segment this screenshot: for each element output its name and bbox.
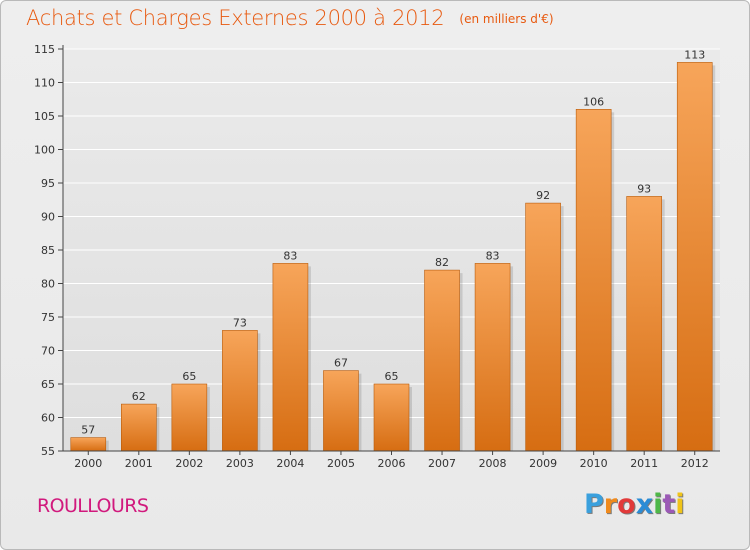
y-tick-label: 95 bbox=[41, 177, 55, 190]
logo-letter: r bbox=[603, 489, 618, 520]
x-tick-label: 2012 bbox=[681, 457, 709, 470]
x-tick-label: 2004 bbox=[276, 457, 304, 470]
logo-letter: i bbox=[675, 489, 685, 520]
x-tick-label: 2001 bbox=[125, 457, 153, 470]
bar bbox=[121, 403, 157, 452]
bar bbox=[626, 196, 662, 452]
y-tick-label: 80 bbox=[41, 278, 55, 291]
bar bbox=[676, 62, 713, 452]
data-label: 83 bbox=[486, 249, 500, 262]
data-label: 93 bbox=[637, 182, 651, 195]
bar bbox=[171, 383, 208, 452]
logo-letter: x bbox=[635, 489, 654, 520]
x-tick-label: 2002 bbox=[175, 457, 203, 470]
data-label: 92 bbox=[536, 189, 550, 202]
y-tick-label: 90 bbox=[41, 211, 55, 224]
data-label: 62 bbox=[132, 390, 146, 403]
x-tick-label: 2007 bbox=[428, 457, 456, 470]
y-tick-label: 70 bbox=[41, 345, 55, 358]
x-tick-label: 2008 bbox=[479, 457, 507, 470]
x-tick-label: 2005 bbox=[327, 457, 355, 470]
x-tick-label: 2009 bbox=[529, 457, 557, 470]
y-tick-label: 85 bbox=[41, 244, 55, 257]
data-label: 113 bbox=[684, 48, 705, 61]
x-tick-label: 2010 bbox=[580, 457, 608, 470]
proxiti-logo[interactable]: Proxiti bbox=[584, 489, 685, 520]
data-label: 73 bbox=[233, 316, 247, 329]
data-label: 83 bbox=[283, 249, 297, 262]
data-label: 106 bbox=[583, 95, 604, 108]
y-tick-label: 75 bbox=[41, 311, 55, 324]
logo-letter: o bbox=[617, 489, 636, 520]
data-label: 82 bbox=[435, 256, 449, 269]
bar bbox=[424, 269, 460, 452]
chart-title: Achats et Charges Externes 2000 à 2012 bbox=[26, 6, 445, 30]
chart-subtitle: (en milliers d'€) bbox=[459, 12, 554, 26]
y-tick-label: 115 bbox=[34, 43, 55, 56]
logo-letter: i bbox=[653, 489, 663, 520]
bar bbox=[373, 383, 410, 452]
bar bbox=[474, 263, 511, 452]
logo-letter: P bbox=[584, 489, 604, 520]
x-tick-label: 2011 bbox=[630, 457, 658, 470]
bar bbox=[222, 330, 258, 452]
y-tick-label: 105 bbox=[34, 110, 55, 123]
commune-name: ROULLOURS bbox=[37, 495, 149, 517]
logo-letter: t bbox=[662, 489, 676, 520]
bar bbox=[70, 437, 107, 452]
chart-header: Achats et Charges Externes 2000 à 2012 (… bbox=[26, 6, 554, 30]
data-label: 57 bbox=[81, 424, 95, 437]
bar bbox=[323, 370, 359, 452]
x-tick-label: 2003 bbox=[226, 457, 254, 470]
bar bbox=[272, 263, 309, 452]
y-tick-label: 110 bbox=[34, 77, 55, 90]
data-label: 65 bbox=[385, 370, 399, 383]
data-label: 67 bbox=[334, 357, 348, 370]
x-tick-label: 2000 bbox=[74, 457, 102, 470]
y-tick-label: 55 bbox=[41, 445, 55, 458]
bar bbox=[575, 109, 612, 452]
data-label: 65 bbox=[182, 370, 196, 383]
y-tick-label: 100 bbox=[34, 144, 55, 157]
bar bbox=[525, 202, 561, 452]
y-tick-label: 65 bbox=[41, 378, 55, 391]
y-tick-label: 60 bbox=[41, 412, 55, 425]
x-tick-label: 2006 bbox=[378, 457, 406, 470]
